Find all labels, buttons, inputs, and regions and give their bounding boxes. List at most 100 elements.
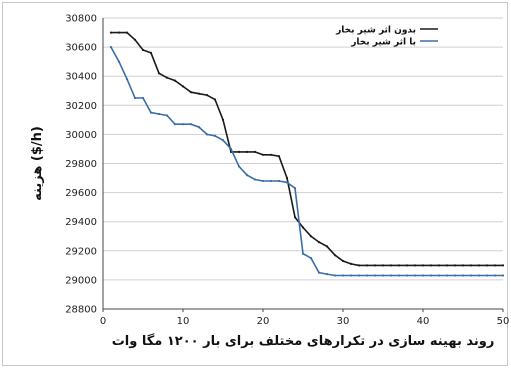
y-tick-label: 30400 [65,72,97,83]
series-2-point [157,112,161,116]
series-2-point [429,274,433,277]
series-2-point [349,274,353,277]
series-1-point [197,92,201,95]
series-2-point [205,133,209,136]
series-2-point [405,274,409,277]
x-axis-title: روند بهینه سازی در تکرارهای مختلف برای ب… [112,333,495,349]
series-2-point [301,252,305,255]
series-1-point [245,150,249,153]
series-1-point [349,262,353,265]
series-2-point [125,78,129,81]
series-1-point [357,264,361,267]
series-2-point [397,274,401,277]
series-2-point [109,46,113,49]
series-2-point [413,274,417,277]
series-2-point [485,274,489,277]
series-2-point [165,114,169,117]
series-2-point [181,123,185,126]
series-2-point [253,178,257,181]
series-1-point [373,264,377,267]
series-2-point [197,126,201,129]
series-1-point [293,216,297,219]
series-1-point [173,79,177,82]
series-2-point [389,274,393,277]
x-tick-label: 20 [257,316,270,327]
series-1-point [437,264,441,267]
series-2-point [117,60,121,63]
y-tick-label: 29800 [65,159,97,170]
series-1-point [405,264,409,267]
series-1-point [269,153,273,156]
series-1-point [285,176,289,180]
series-2-point [477,274,481,277]
series-2-point [357,274,361,277]
series-2-point [365,274,369,277]
series-1-point [181,85,185,88]
y-tick-label: 30000 [65,130,97,141]
series-2-point [453,274,457,277]
series-1-point [189,91,193,94]
series-1-point [501,264,505,267]
series-2-point [189,123,193,126]
series-1-point [413,264,417,267]
y-tick-label: 30600 [65,43,97,54]
series-2-point [293,187,297,190]
series-line-2 [110,46,503,277]
series-1-point [141,48,145,52]
series-2-point [381,274,385,277]
series-1-point [213,98,217,101]
series-2-point [213,134,217,137]
series-2-point [141,96,145,100]
series-2-point [317,271,321,274]
x-tick-label: 0 [100,316,106,327]
series-1-point [253,150,257,153]
series-1-point [221,118,225,121]
series-1-point [365,264,369,267]
series-1-point [453,264,457,267]
series-2-point [245,174,249,177]
y-tick-label: 30200 [65,101,97,112]
series-1-point [445,264,449,267]
series-2-point [149,111,153,114]
series-1-point [237,150,241,153]
x-tick-label: 10 [177,316,190,327]
series-2-point [341,274,345,277]
y-tick-label: 29600 [65,188,97,199]
series-2-point [373,274,377,277]
legend-label-1: بدون اثر شیر بخار [335,26,416,36]
series-line-1 [111,31,503,267]
series-2-point [237,165,241,168]
series-1-point [429,264,433,267]
series-1-point [461,264,465,267]
series-2-point [493,274,497,277]
series-1-point [325,245,329,248]
series-1-point [421,264,425,267]
y-tick-label: 28800 [65,305,97,316]
series-1-point [261,153,265,156]
series-2-point [461,274,465,277]
series-2-point [421,274,425,277]
series-2-point [133,96,137,100]
series-1-point [389,264,393,267]
series-1-point [381,264,385,267]
series-2-point [261,179,265,183]
series-2-point [229,147,233,150]
x-tick-label: 50 [497,316,510,327]
series-1-point [317,241,321,244]
series-2-point [277,179,281,183]
series-1-point [341,259,345,263]
series-1-point [493,264,497,267]
series-2-point [437,274,441,277]
series-2-point [325,273,329,276]
series-2-point [469,274,473,277]
series-1-point [309,235,313,238]
legend-label-2: با اثر شیر بخار [350,38,416,48]
series-2-point [221,139,225,142]
series-2-point [445,274,449,277]
series-2-point [333,274,337,277]
series-1-point [165,76,169,79]
series-1-point [205,94,209,97]
x-tick-label: 30 [337,316,350,327]
